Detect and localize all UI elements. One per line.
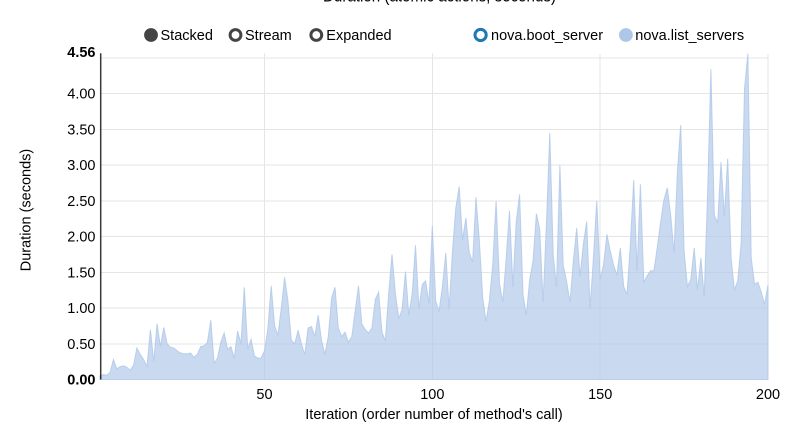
svg-text:0.50: 0.50: [67, 337, 95, 353]
svg-text:2.00: 2.00: [67, 230, 95, 246]
svg-text:Duration (seconds): Duration (seconds): [19, 149, 35, 272]
svg-text:3.50: 3.50: [67, 122, 95, 138]
svg-text:4.00: 4.00: [67, 87, 95, 103]
svg-text:150: 150: [588, 387, 612, 403]
svg-text:50: 50: [256, 387, 272, 403]
svg-text:Stream: Stream: [245, 28, 292, 44]
svg-text:200: 200: [756, 387, 780, 403]
svg-text:3.00: 3.00: [67, 158, 95, 174]
svg-text:Expanded: Expanded: [326, 28, 391, 44]
svg-text:0.00: 0.00: [67, 373, 95, 389]
svg-text:Iteration (order number of met: Iteration (order number of method's call…: [305, 407, 562, 423]
svg-text:nova.boot_server: nova.boot_server: [491, 28, 603, 44]
svg-text:Stacked: Stacked: [161, 28, 213, 44]
svg-text:4.56: 4.56: [67, 45, 95, 61]
svg-text:1.50: 1.50: [67, 265, 95, 281]
svg-text:nova.list_servers: nova.list_servers: [635, 28, 744, 44]
svg-text:1.00: 1.00: [67, 301, 95, 317]
svg-text:100: 100: [420, 387, 444, 403]
svg-text:2.50: 2.50: [67, 194, 95, 210]
svg-text:Duration (atomic actions, seco: Duration (atomic actions, seconds): [323, 0, 556, 6]
